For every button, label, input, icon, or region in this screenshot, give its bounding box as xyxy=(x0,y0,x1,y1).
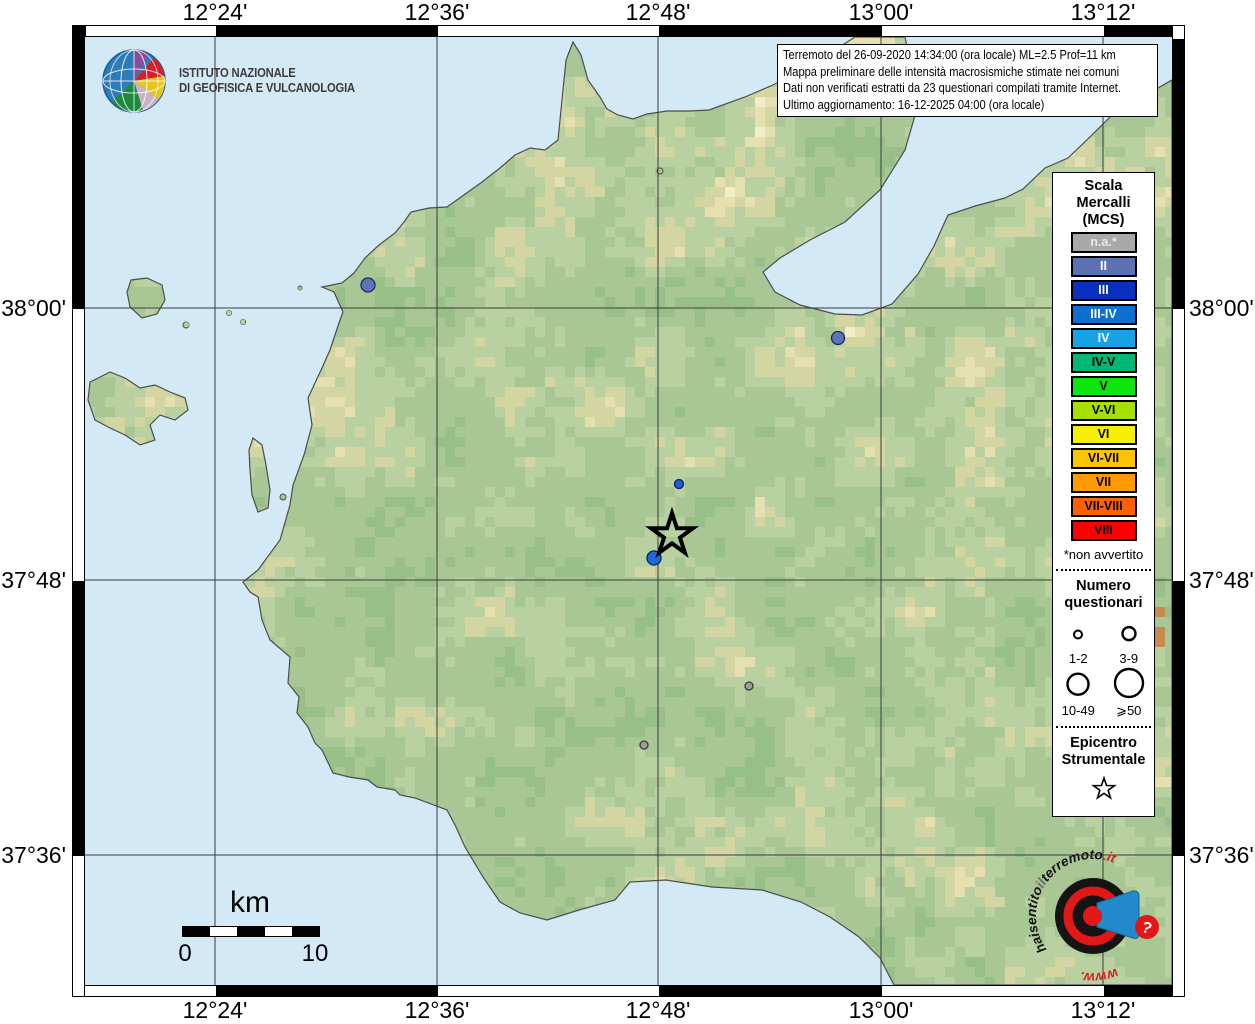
ingv-wordmark: ISTITUTO NAZIONALE DI GEOFISICA E VULCAN… xyxy=(179,66,355,96)
axis-label-right-2: 37°36' xyxy=(1189,842,1254,868)
axis-label-bottom-0: 12°24' xyxy=(182,997,248,1023)
scalebar-unit: km xyxy=(230,886,270,919)
legend-divider-1 xyxy=(1056,569,1151,571)
frame-top xyxy=(72,25,1185,37)
epicenter-star-icon xyxy=(644,506,700,559)
intensity-dot-4 xyxy=(744,681,754,691)
mcs-swatch-VVI: V-VI xyxy=(1070,400,1137,421)
map-canvas: haisentitoilterremoto.it www.? xyxy=(85,36,1173,986)
intensity-dot-2 xyxy=(673,478,685,490)
axis-label-right-1: 37°48' xyxy=(1189,567,1254,593)
legend-divider-2 xyxy=(1056,726,1151,728)
axis-label-bottom-4: 13°12' xyxy=(1070,997,1136,1023)
axis-label-right-0: 38°00' xyxy=(1189,295,1254,321)
ingv-line1: ISTITUTO NAZIONALE xyxy=(179,66,296,80)
mcs-swatch-na: n.a.* xyxy=(1070,232,1137,253)
frame-right xyxy=(1172,25,1185,997)
coastline xyxy=(87,36,1173,986)
axis-label-bottom-2: 12°48' xyxy=(625,997,691,1023)
questionnaire-class-⩾50: ⩾50 xyxy=(1111,666,1147,719)
info-line-0: Terremoto del 26-09-2020 14:34:00 (ora l… xyxy=(783,47,1116,62)
epicenter-legend-title: Epicentro Strumentale xyxy=(1061,735,1146,768)
graticule-grid xyxy=(85,37,1172,985)
axis-label-bottom-3: 13°00' xyxy=(848,997,914,1023)
legend-footnote: *non avvertito xyxy=(1063,547,1144,562)
mcs-swatch-VIII: VIII xyxy=(1070,520,1137,541)
mcs-swatch-VIIVIII: VII-VIII xyxy=(1070,496,1137,517)
scalebar xyxy=(182,926,320,937)
earthquake-info-box: Terremoto del 26-09-2020 14:34:00 (ora l… xyxy=(777,44,1158,117)
mcs-swatch-V: V xyxy=(1070,376,1137,397)
intensity-dot-0 xyxy=(360,277,376,293)
axis-label-top-3: 13°00' xyxy=(848,0,914,25)
mcs-swatch-IV: IV xyxy=(1070,328,1137,349)
axis-label-top-0: 12°24' xyxy=(182,0,248,25)
info-line-3: Ultimo aggiornamento: 16-12-2025 04:00 (… xyxy=(783,96,1045,112)
scalebar-start: 0 xyxy=(178,940,192,967)
legend-title: Scala Mercalli (MCS) xyxy=(1076,178,1131,228)
info-line-2: Dati non verificati estratti da 23 quest… xyxy=(783,80,1121,95)
mcs-swatch-VIVII: VI-VII xyxy=(1070,448,1137,469)
axis-label-top-4: 13°12' xyxy=(1070,0,1136,25)
mcs-swatch-III: III xyxy=(1070,280,1137,301)
scalebar-end: 10 xyxy=(301,940,329,967)
mcs-swatch-VI: VI xyxy=(1070,424,1137,445)
legend-panel: Scala Mercalli (MCS) n.a.* II III III-IV IV IV-… xyxy=(1052,172,1155,817)
questionnaire-class-3-9: 3-9 xyxy=(1111,614,1147,666)
questionnaire-classes: 1-2 3-9 10-49 ⩾50 xyxy=(1053,614,1154,719)
epicenter-legend-symbol xyxy=(1053,773,1154,808)
mcs-swatch-IVV: IV-V xyxy=(1070,352,1137,373)
epicenter-star xyxy=(644,506,700,559)
ingv-globe-icon xyxy=(102,49,166,113)
intensity-dot-5 xyxy=(639,740,649,750)
ingv-line2: DI GEOFISICA E VULCANOLOGIA xyxy=(179,81,355,95)
axis-label-bottom-1: 12°36' xyxy=(404,997,470,1023)
questionnaire-title: Numero questionari xyxy=(1064,578,1143,611)
axis-label-left-1: 37°48' xyxy=(1,567,66,593)
intensity-dot-1 xyxy=(830,330,846,346)
info-line-1: Mappa preliminare delle intensità macros… xyxy=(783,63,1120,79)
frame-bottom xyxy=(72,985,1185,997)
axis-label-top-1: 12°36' xyxy=(404,0,470,25)
mercalli-scale-swatches: n.a.* II III III-IV IV IV-V V V-VI VI VI-VII VII VI… xyxy=(1053,232,1154,541)
questionnaire-class-1-2: 1-2 xyxy=(1060,614,1096,666)
axis-label-left-2: 37°36' xyxy=(1,842,66,868)
questionnaire-class-10-49: 10-49 xyxy=(1060,666,1096,719)
mcs-swatch-VII: VII xyxy=(1070,472,1137,493)
star-icon xyxy=(1090,775,1117,800)
mcs-swatch-IIIIV: III-IV xyxy=(1070,304,1137,325)
mcs-swatch-II: II xyxy=(1070,256,1137,277)
axis-label-left-0: 38°00' xyxy=(1,295,66,321)
axis-label-top-2: 12°48' xyxy=(625,0,691,25)
frame-left xyxy=(72,25,85,997)
ingv-logo: ISTITUTO NAZIONALE DI GEOFISICA E VULCAN… xyxy=(99,46,375,116)
